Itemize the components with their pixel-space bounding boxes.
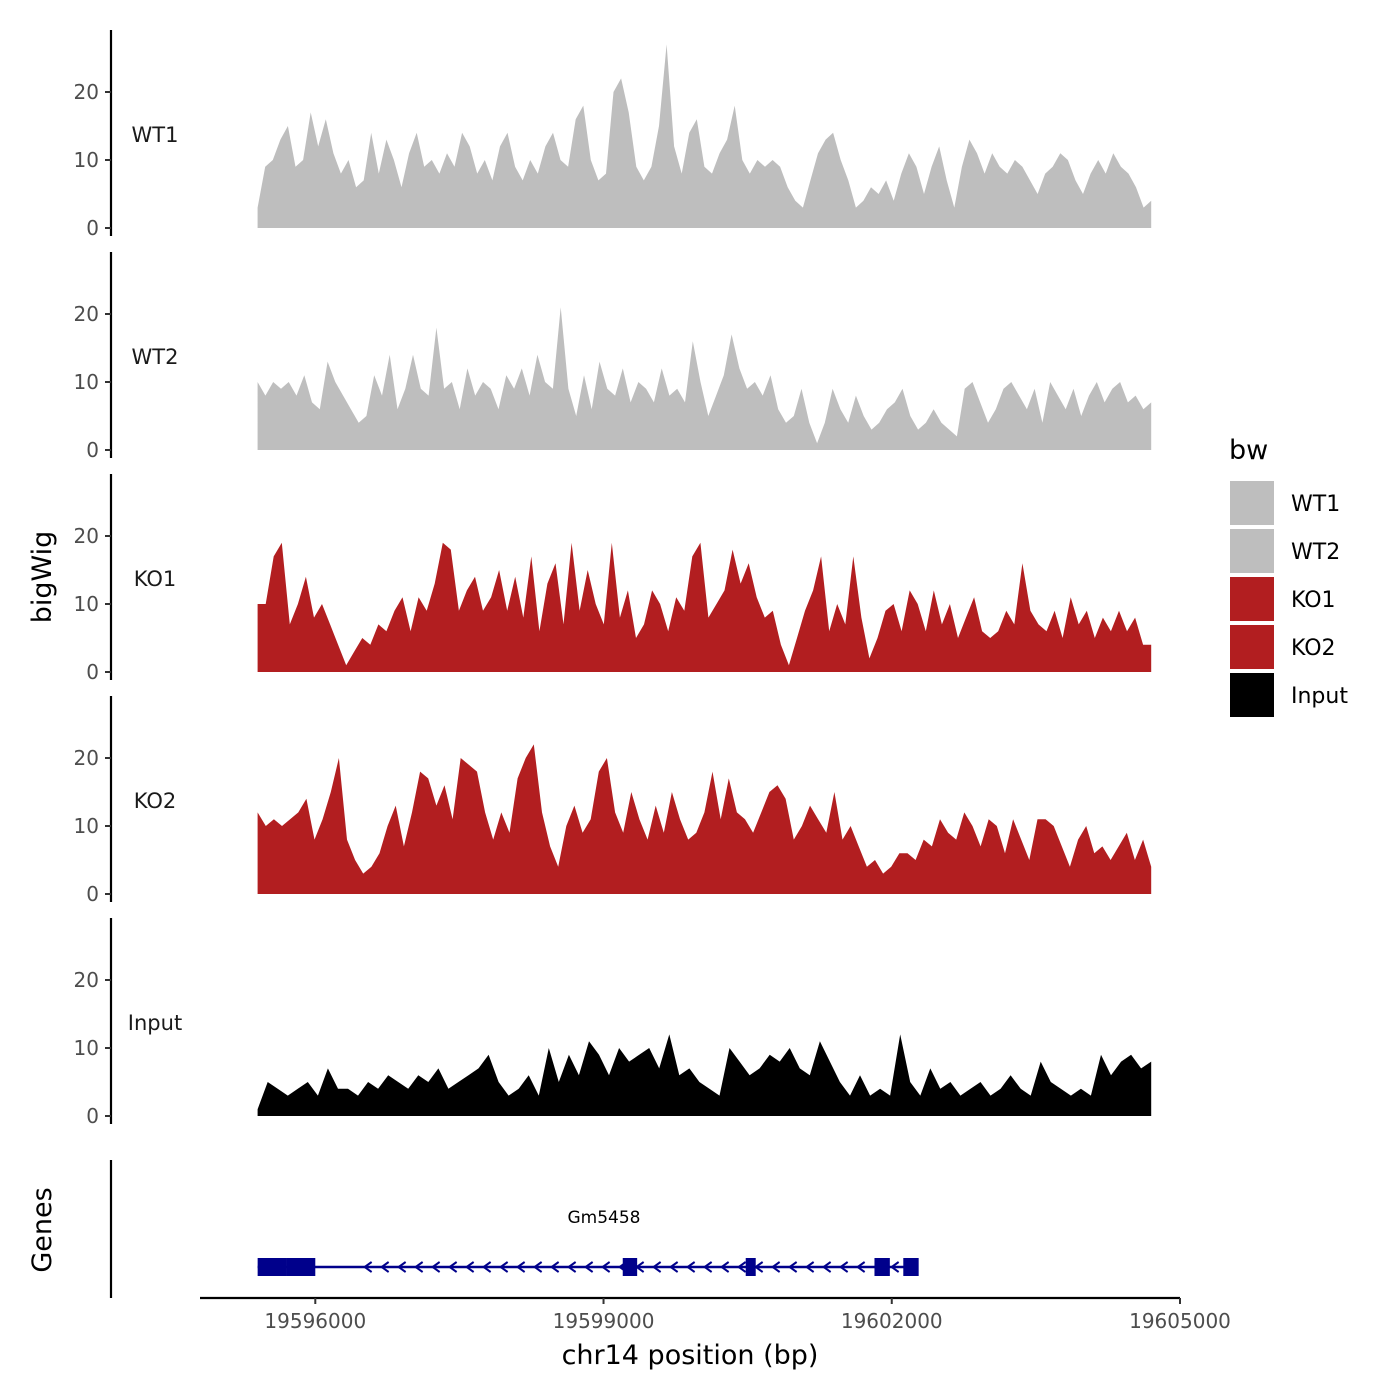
legend-key-wt2 [1228, 527, 1276, 575]
x-axis-title: chr14 position (bp) [562, 1340, 819, 1371]
strand-arrow [583, 1261, 594, 1273]
panel-input: 0 10 20 Input [74, 918, 1152, 1128]
gene-exon [257, 1258, 287, 1276]
gene-exon [903, 1258, 919, 1276]
strand-arrow [770, 1261, 781, 1273]
strand-arrow [481, 1261, 492, 1273]
x-tick-label: 19605000 [1129, 1309, 1231, 1333]
strand-arrow [498, 1261, 509, 1273]
y-tick-label: 10 [74, 1036, 99, 1060]
coverage-panels: 0 10 20 WT1 0 10 20 WT2 0 10 20 KO1 0 10 20 KO2 0 10 20 Inp… [74, 30, 1152, 1128]
gene-exon [286, 1258, 316, 1276]
legend-key-wt1 [1228, 479, 1276, 527]
legend: bw WT1 WT2 KO1 KO2 Input [1228, 435, 1348, 719]
strand-arrow [566, 1261, 577, 1273]
strand-arrow [821, 1261, 832, 1273]
strand-arrow [464, 1261, 475, 1273]
strand-arrow [396, 1261, 407, 1273]
panel-wt2: 0 10 20 WT2 [74, 252, 1152, 462]
x-tick-label: 19596000 [264, 1309, 366, 1333]
y-axis-title: bigWig [27, 531, 58, 624]
strand-arrow [838, 1261, 849, 1273]
y-tick-label: 0 [86, 882, 99, 906]
legend-label-ko1: KO1 [1291, 588, 1336, 613]
panel-label: KO2 [134, 789, 177, 813]
strand-arrow [736, 1261, 747, 1273]
strand-arrow [379, 1261, 390, 1273]
coverage-area-ko2 [257, 744, 1152, 894]
y-tick-label: 0 [86, 438, 99, 462]
gene-exon [874, 1258, 890, 1276]
strand-arrow [413, 1261, 424, 1273]
gene-exon [622, 1258, 638, 1276]
strand-arrow [532, 1261, 543, 1273]
y-tick-label: 20 [74, 524, 99, 548]
strand-arrow [447, 1261, 458, 1273]
x-tick-label: 19602000 [841, 1309, 943, 1333]
legend-label-wt1: WT1 [1291, 492, 1340, 517]
strand-arrow [787, 1261, 798, 1273]
panel-label: WT1 [132, 123, 179, 147]
legend-title: bw [1229, 435, 1268, 466]
strand-arrow [702, 1261, 713, 1273]
strand-arrow [668, 1261, 679, 1273]
legend-label-ko2: KO2 [1291, 636, 1336, 661]
y-tick-label: 20 [74, 968, 99, 992]
panel-ko2: 0 10 20 KO2 [74, 696, 1152, 906]
x-tick-label: 19599000 [553, 1309, 655, 1333]
legend-key-ko2 [1228, 623, 1276, 671]
strand-arrow [889, 1261, 900, 1273]
legend-label-wt2: WT2 [1291, 540, 1340, 565]
x-axis: 19596000 19599000 19602000 19605000 [200, 1296, 1231, 1333]
panel-wt1: 0 10 20 WT1 [74, 30, 1152, 240]
strand-arrow [719, 1261, 730, 1273]
y-tick-label: 20 [74, 746, 99, 770]
coverage-area-ko1 [257, 542, 1152, 672]
strand-arrow [430, 1261, 441, 1273]
coverage-area-wt2 [257, 307, 1152, 450]
strand-arrow [549, 1261, 560, 1273]
legend-key-ko1 [1228, 575, 1276, 623]
strand-arrow [600, 1261, 611, 1273]
panel-label: Input [128, 1011, 182, 1035]
genes-track: Genes Gm5458 [27, 1160, 919, 1298]
panel-ko1: 0 10 20 KO1 [74, 474, 1152, 684]
y-tick-label: 10 [74, 592, 99, 616]
gene-exon [745, 1258, 756, 1276]
strand-arrow [362, 1261, 373, 1273]
y-tick-label: 10 [74, 148, 99, 172]
y-tick-label: 10 [74, 814, 99, 838]
y-tick-label: 0 [86, 1104, 99, 1128]
y-tick-label: 20 [74, 80, 99, 104]
y-tick-label: 10 [74, 370, 99, 394]
coverage-area-input [257, 1034, 1152, 1116]
strand-arrow [855, 1261, 866, 1273]
strand-arrow [685, 1261, 696, 1273]
panel-label: KO1 [134, 567, 177, 591]
y-tick-label: 0 [86, 216, 99, 240]
legend-label-input: Input [1291, 684, 1348, 709]
y-tick-label: 0 [86, 660, 99, 684]
strand-arrow [515, 1261, 526, 1273]
genes-track-label: Genes [27, 1187, 58, 1272]
legend-key-input [1228, 671, 1276, 719]
gene-name-label: Gm5458 [568, 1208, 641, 1228]
strand-arrow [804, 1261, 815, 1273]
coverage-area-wt1 [257, 44, 1152, 229]
y-tick-label: 20 [74, 302, 99, 326]
strand-arrow [651, 1261, 662, 1273]
panel-label: WT2 [132, 345, 179, 369]
